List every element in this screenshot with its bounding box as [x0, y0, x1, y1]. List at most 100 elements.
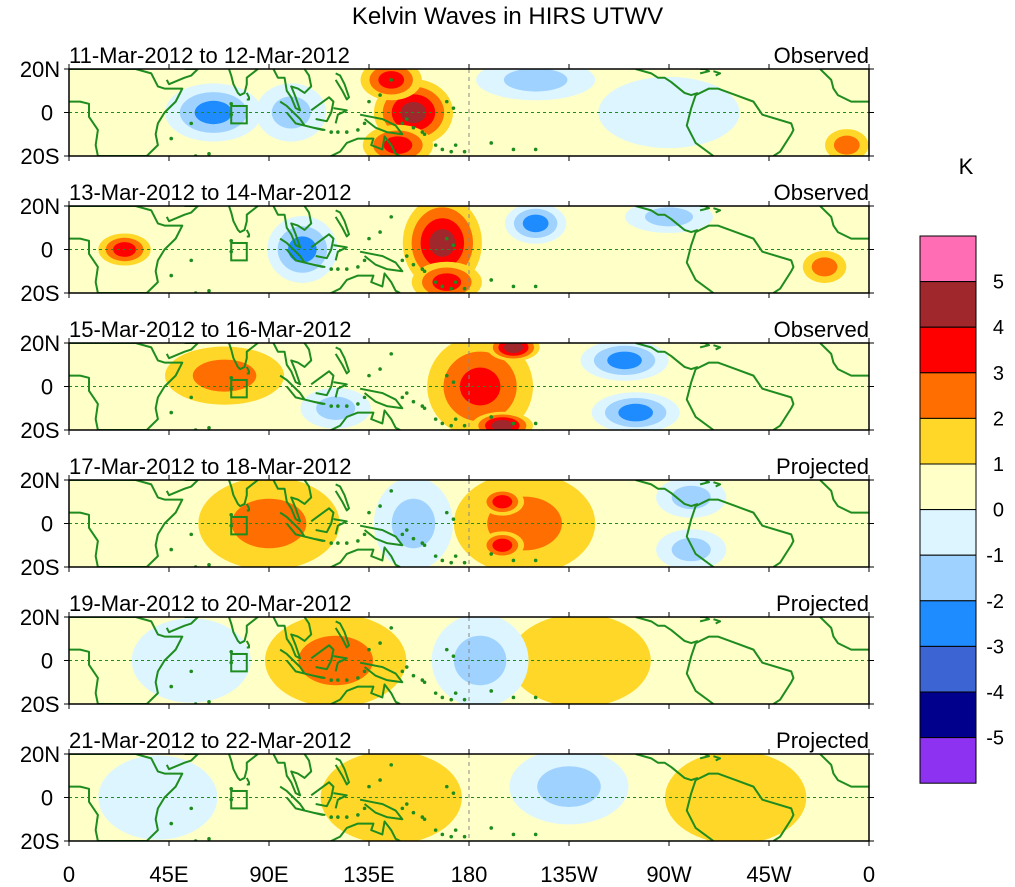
coastline	[334, 483, 350, 512]
coastline	[310, 644, 335, 671]
island	[404, 528, 409, 532]
island	[404, 802, 409, 806]
island	[344, 541, 349, 545]
coastlines	[69, 206, 869, 293]
island	[362, 395, 367, 400]
island	[329, 130, 334, 134]
colorbar-label: -1	[986, 545, 1004, 567]
island	[533, 695, 538, 700]
colorbar-swatch	[919, 509, 977, 556]
coastline	[69, 617, 184, 704]
island	[356, 539, 360, 543]
coastline	[279, 511, 306, 538]
island	[169, 547, 174, 552]
island	[189, 806, 194, 811]
x-tick-label: 90W	[646, 862, 691, 887]
colorbar-label: -4	[986, 682, 1004, 704]
coastline	[228, 617, 259, 645]
x-tick-label: 45E	[149, 862, 188, 887]
island	[336, 404, 340, 408]
coastline	[310, 370, 335, 397]
island	[440, 832, 445, 837]
anomaly-contour	[192, 359, 257, 392]
anomaly-contour	[618, 403, 654, 422]
coastline	[685, 642, 715, 704]
coastline	[279, 374, 306, 401]
coastline	[165, 617, 200, 634]
coastline	[334, 620, 350, 649]
island	[449, 286, 454, 291]
island	[449, 149, 454, 154]
island	[189, 669, 194, 674]
island	[533, 147, 538, 152]
y-tick-label: 20S	[20, 829, 59, 854]
island	[169, 410, 174, 415]
coastline	[272, 617, 313, 660]
region-box	[230, 241, 248, 262]
island	[489, 141, 494, 145]
island	[207, 289, 211, 293]
island	[420, 130, 425, 134]
y-tick-label: 20N	[20, 331, 60, 356]
island	[489, 552, 494, 556]
coastline	[713, 481, 722, 488]
coastline	[359, 250, 404, 273]
coastline	[699, 480, 710, 486]
island	[411, 673, 416, 678]
island	[207, 563, 211, 567]
y-tick-label: 0	[41, 649, 53, 674]
x-tick-label: 135E	[343, 862, 394, 887]
island	[440, 421, 445, 426]
island	[433, 554, 438, 558]
island	[462, 149, 467, 154]
island	[169, 821, 174, 826]
island	[420, 678, 425, 682]
island	[169, 684, 174, 689]
island	[229, 102, 234, 106]
y-tick-label: 0	[41, 375, 53, 400]
coastline	[713, 70, 722, 77]
island	[453, 417, 458, 421]
coastlines	[69, 343, 869, 430]
coastline	[635, 206, 699, 234]
island	[367, 784, 371, 789]
island	[489, 689, 494, 693]
island	[411, 810, 416, 815]
coastline	[359, 524, 404, 547]
coastline	[699, 754, 710, 760]
y-tick-label: 20N	[20, 742, 60, 767]
island	[336, 678, 340, 682]
island	[511, 421, 516, 426]
coastline	[359, 113, 404, 136]
anomaly-contour	[429, 229, 456, 257]
x-tick-label: 90E	[249, 862, 288, 887]
island	[329, 541, 334, 545]
island	[367, 236, 371, 241]
island	[411, 262, 416, 267]
island	[433, 280, 438, 284]
coastline	[635, 754, 699, 782]
island	[444, 510, 449, 515]
island	[229, 513, 234, 517]
coastline	[245, 366, 250, 375]
colorbar-swatch	[919, 235, 977, 283]
panel-kind: Projected	[776, 454, 869, 479]
coastline	[819, 343, 869, 377]
island	[433, 143, 438, 147]
island	[169, 136, 174, 141]
coastline	[272, 343, 313, 386]
island	[336, 130, 340, 134]
panel-kind: Observed	[774, 43, 869, 68]
y-tick-label: 20N	[20, 57, 60, 82]
island	[169, 273, 174, 278]
x-tick-label: 135W	[540, 862, 598, 887]
colorbar-label: 2	[993, 408, 1004, 430]
island	[440, 147, 445, 152]
island	[422, 543, 427, 548]
coastline	[635, 617, 699, 645]
region-box	[230, 652, 248, 673]
island	[449, 834, 454, 839]
coastline	[165, 480, 200, 497]
coastline	[245, 92, 250, 101]
coastline	[228, 343, 259, 371]
